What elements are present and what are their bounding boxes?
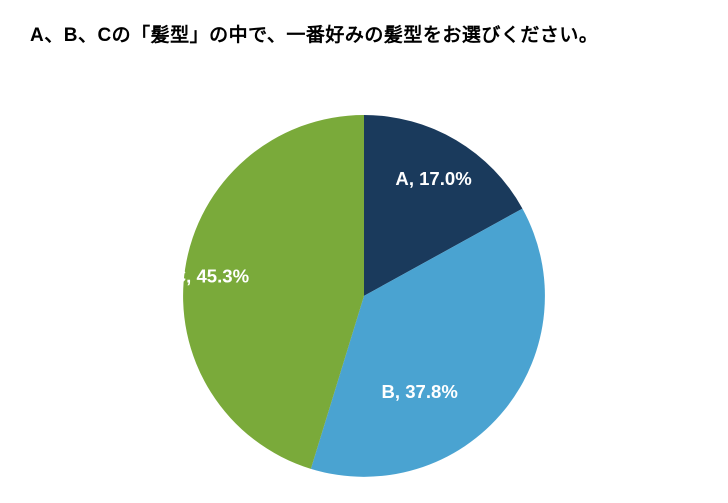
pie-label-b: B, 37.8% bbox=[382, 381, 458, 402]
pie-label-a: A, 17.0% bbox=[395, 168, 471, 189]
pie-chart: A, 17.0% B, 37.8% C, 45.3% bbox=[30, 67, 698, 497]
pie-chart-container: A, 17.0% B, 37.8% C, 45.3% bbox=[30, 67, 698, 497]
pie-label-c: C, 45.3% bbox=[173, 265, 249, 286]
chart-title: A、B、Cの「髪型」の中で、一番好みの髪型をお選びください。 bbox=[30, 20, 698, 47]
